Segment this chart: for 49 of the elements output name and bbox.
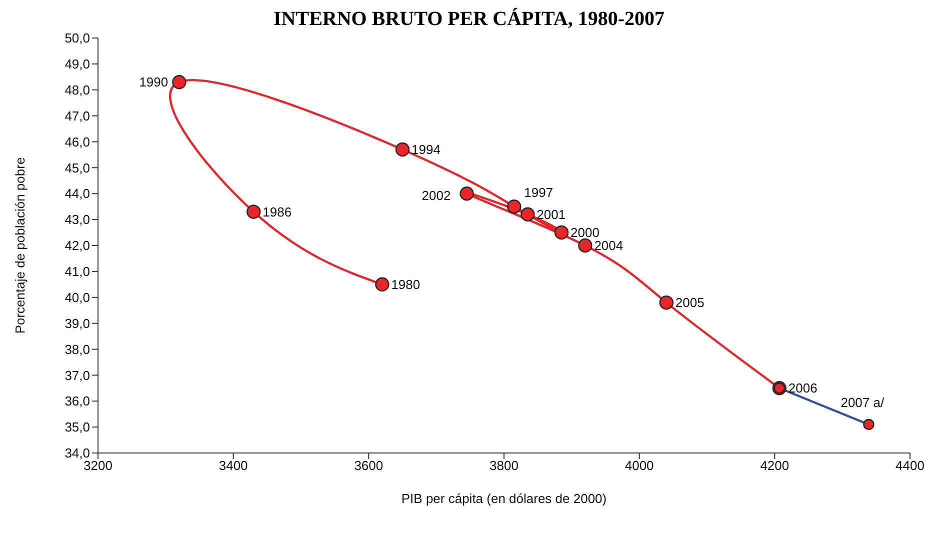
- y-tick-label: 50,0: [64, 30, 90, 46]
- y-tick-label: 48,0: [64, 82, 90, 98]
- x-tick-label: 3200: [84, 458, 112, 474]
- point: [578, 238, 592, 253]
- point: [507, 199, 522, 214]
- y-tick-label: 47,0: [64, 108, 90, 124]
- annotation: 2002: [422, 188, 451, 204]
- annotation: 1980: [391, 276, 420, 292]
- point: [659, 295, 674, 310]
- annotation: 2000: [570, 225, 600, 240]
- y-tick-label: 49,0: [64, 56, 90, 72]
- x-axis-title: PIB per cápita (en dólares de 2000): [401, 491, 607, 506]
- y-tick-label: 45,0: [64, 160, 90, 176]
- annotation: 2001: [536, 206, 566, 222]
- point: [554, 225, 569, 240]
- y-tick-label: 39,0: [64, 316, 90, 331]
- y-tick-label: 38,0: [64, 342, 90, 357]
- annotation: 1986: [262, 204, 292, 220]
- y-tick-label: 35,0: [64, 420, 90, 435]
- annotation: 2005: [675, 295, 704, 310]
- y-tick-label: 46,0: [64, 134, 90, 150]
- annotation: 1990: [139, 74, 168, 90]
- x-tick-label: 4200: [760, 458, 790, 474]
- x-tick-label: 3600: [354, 458, 384, 474]
- point: [375, 277, 390, 292]
- annotation: 1994: [412, 142, 440, 158]
- y-tick-label: 43,0: [64, 212, 90, 228]
- y-tick-label: 36,0: [64, 394, 90, 409]
- x-tick-label: 3400: [218, 458, 248, 474]
- annotation: 2006: [788, 380, 818, 396]
- chart-title: INTERNO BRUTO PER CÁPITA, 1980-2007: [272, 8, 666, 31]
- annotation: 2004: [594, 238, 624, 254]
- x-tick-label: 3800: [490, 458, 518, 474]
- y-tick-label: 40,0: [64, 290, 90, 305]
- annotation: 1997: [524, 185, 554, 200]
- y-axis-title: Porcentaje de población pobre: [12, 157, 28, 334]
- point: [172, 74, 186, 90]
- point: [460, 186, 474, 201]
- y-tick-label: 41,0: [64, 264, 90, 280]
- point: [520, 207, 535, 222]
- y-tick-label: 44,0: [64, 186, 90, 202]
- y-tick-label: 37,0: [64, 368, 90, 383]
- x-tick-label: 4400: [896, 458, 924, 474]
- annotation: 2007 a/: [840, 395, 884, 410]
- y-tick-label: 42,0: [64, 238, 90, 254]
- point: [246, 204, 261, 219]
- y-tick-label: 34,0: [64, 446, 90, 461]
- point: [395, 142, 410, 157]
- x-tick-label: 4000: [624, 458, 654, 474]
